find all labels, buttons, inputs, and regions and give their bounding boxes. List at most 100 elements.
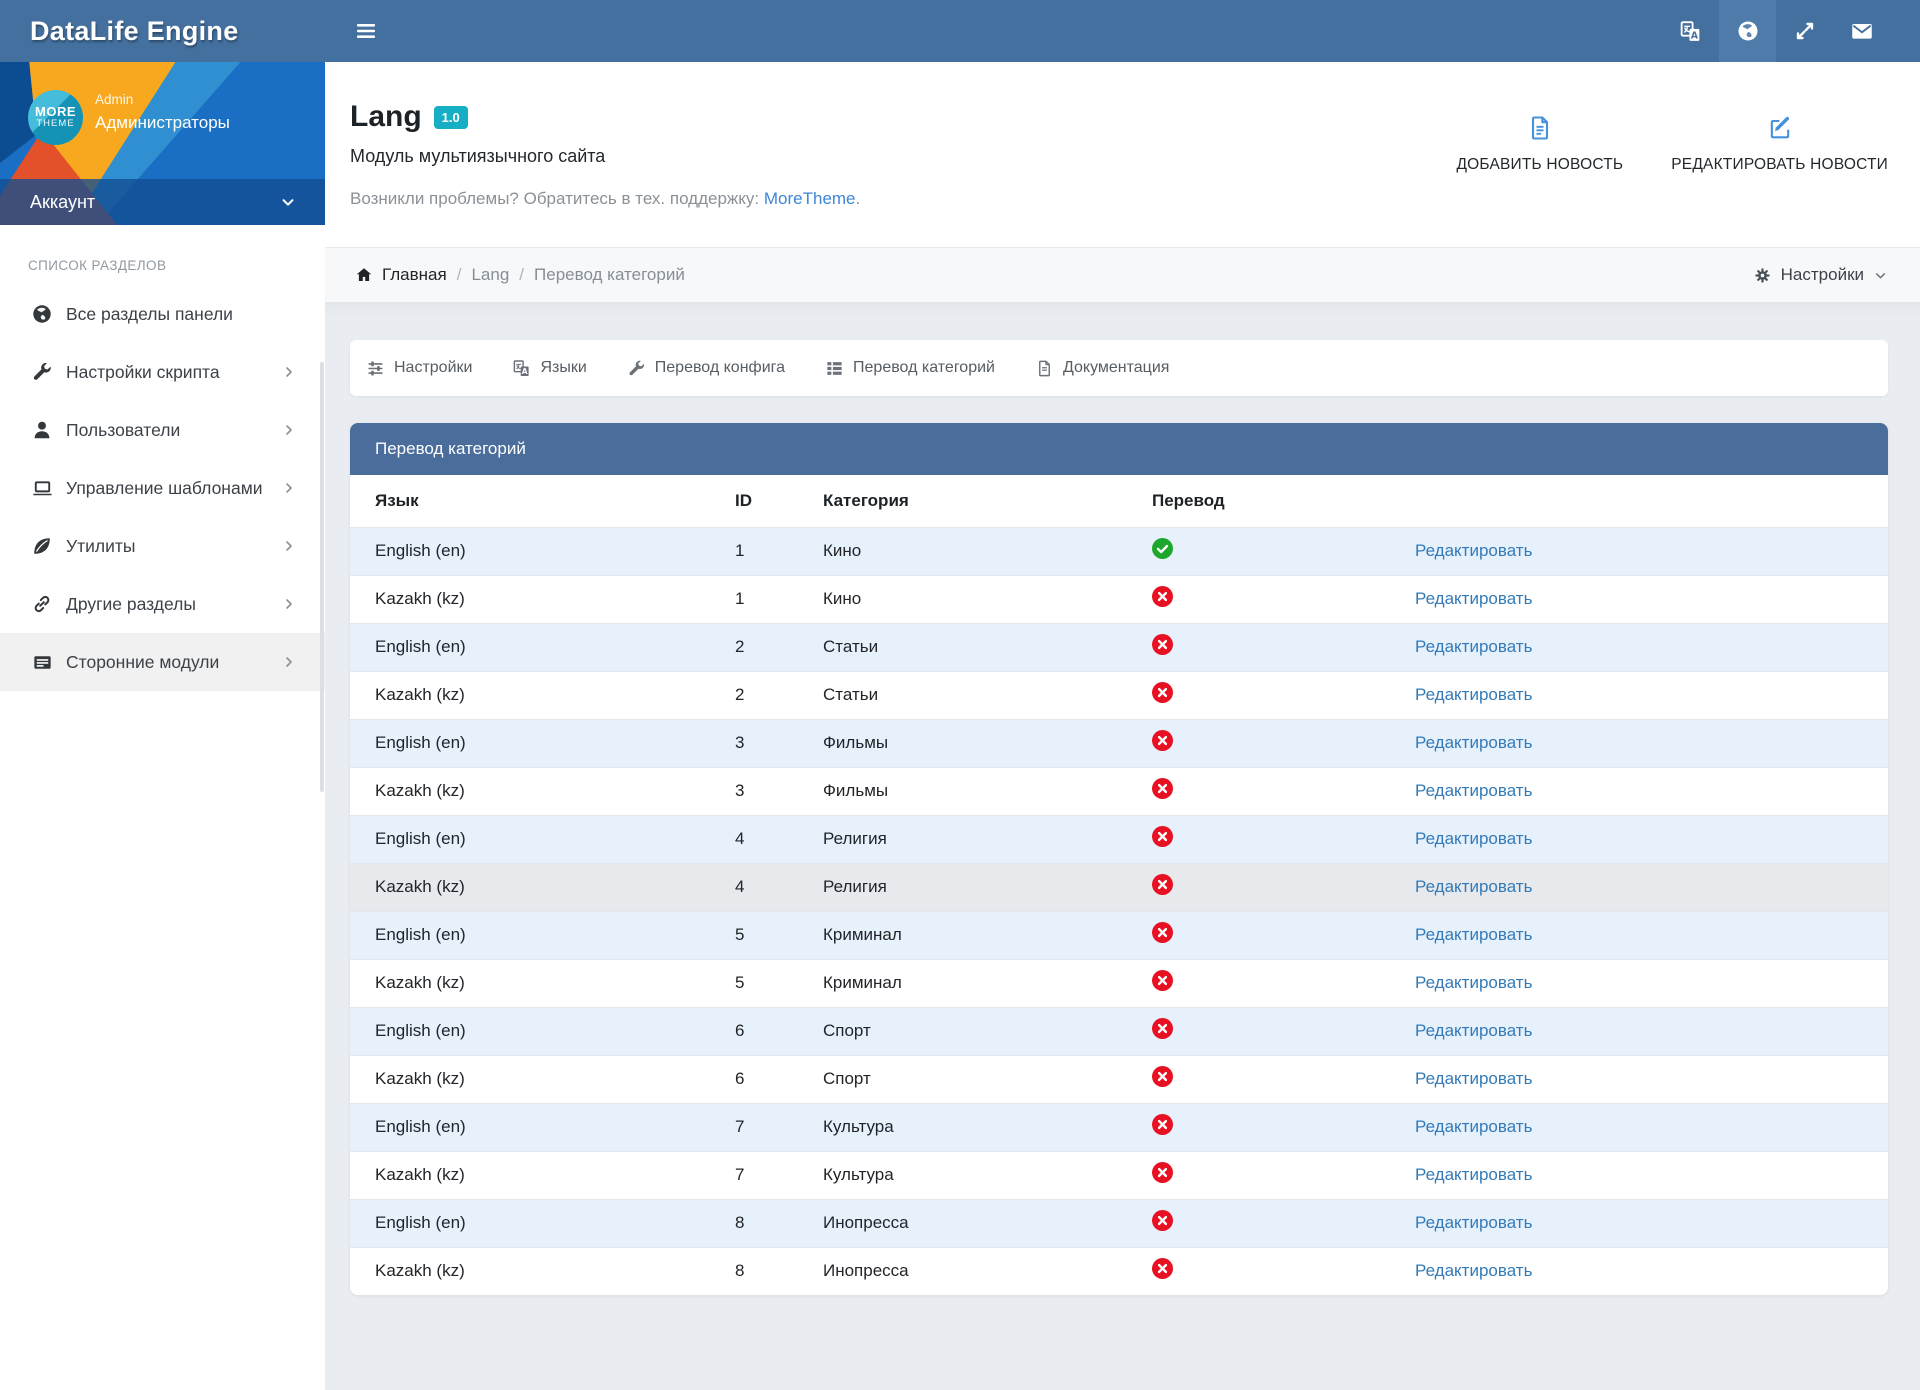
edit-link[interactable]: Редактировать: [1415, 637, 1532, 656]
doc-icon: [1035, 359, 1054, 378]
sidebar-item-all-sections[interactable]: Все разделы панели: [0, 285, 325, 343]
sidebar-item-third-party-modules[interactable]: Сторонние модули: [0, 633, 325, 691]
wrench-icon: [627, 359, 646, 378]
table-row: Kazakh (kz) 7 Культура Редактировать: [350, 1151, 1888, 1199]
language-cell: English (en): [350, 1007, 735, 1055]
actions-cell: Редактировать: [1415, 911, 1888, 959]
actions-cell: Редактировать: [1415, 1151, 1888, 1199]
status-cell: [1152, 767, 1415, 815]
edit-link[interactable]: Редактировать: [1415, 1213, 1532, 1232]
sidebar-item-utilities[interactable]: Утилиты: [0, 517, 325, 575]
fullscreen-icon[interactable]: [1776, 0, 1833, 62]
status-cell: [1152, 1007, 1415, 1055]
category-cell: Криминал: [823, 911, 1152, 959]
status-fail-icon: [1152, 922, 1173, 943]
edit-link[interactable]: Редактировать: [1415, 973, 1532, 992]
actions-cell: Редактировать: [1415, 1055, 1888, 1103]
sidebar-scrollbar[interactable]: [320, 362, 324, 792]
table-row: English (en) 8 Инопресса Редактировать: [350, 1199, 1888, 1247]
id-cell: 5: [735, 959, 823, 1007]
status-fail-icon: [1152, 1018, 1173, 1039]
status-fail-icon: [1152, 970, 1173, 991]
translations-table: Язык ID Категория Перевод English (en) 1…: [350, 475, 1888, 1295]
edit-link[interactable]: Редактировать: [1415, 541, 1532, 560]
tab-settings[interactable]: Настройки: [366, 359, 472, 378]
language-cell: English (en): [350, 911, 735, 959]
support-link[interactable]: MoreTheme: [764, 189, 856, 208]
table-row: Kazakh (kz) 4 Религия Редактировать: [350, 863, 1888, 911]
svg-text:A: A: [1691, 30, 1699, 41]
edit-link[interactable]: Редактировать: [1415, 925, 1532, 944]
edit-link[interactable]: Редактировать: [1415, 1021, 1532, 1040]
status-fail-icon: [1152, 1162, 1173, 1183]
column-language: Язык: [350, 475, 735, 527]
edit-link[interactable]: Редактировать: [1415, 1069, 1532, 1088]
id-cell: 1: [735, 527, 823, 575]
edit-link[interactable]: Редактировать: [1415, 1165, 1532, 1184]
table-row: English (en) 4 Религия Редактировать: [350, 815, 1888, 863]
sidebar-item-users[interactable]: Пользователи: [0, 401, 325, 459]
table-header-row: Язык ID Категория Перевод: [350, 475, 1888, 527]
chevron-right-icon: [281, 538, 297, 554]
tab-documentation[interactable]: Документация: [1035, 359, 1169, 378]
status-fail-icon: [1152, 730, 1173, 751]
sidebar-section-label: СПИСОК РАЗДЕЛОВ: [0, 225, 325, 285]
sidebar-item-templates[interactable]: Управление шаблонами: [0, 459, 325, 517]
account-dropdown[interactable]: Аккаунт: [0, 179, 325, 225]
id-cell: 3: [735, 719, 823, 767]
actions-cell: Редактировать: [1415, 815, 1888, 863]
status-cell: [1152, 1103, 1415, 1151]
category-cell: Фильмы: [823, 719, 1152, 767]
gear-icon: [1753, 266, 1772, 285]
edit-link[interactable]: Редактировать: [1415, 1261, 1532, 1280]
category-cell: Инопресса: [823, 1199, 1152, 1247]
list-icon: [825, 359, 844, 378]
edit-link[interactable]: Редактировать: [1415, 877, 1532, 896]
language-cell: English (en): [350, 719, 735, 767]
user-icon: [30, 419, 54, 441]
tab-category-translation[interactable]: Перевод категорий: [825, 359, 995, 378]
actions-cell: Редактировать: [1415, 623, 1888, 671]
status-cell: [1152, 1199, 1415, 1247]
menu-toggle-button[interactable]: [354, 19, 378, 43]
language-cell: Kazakh (kz): [350, 1247, 735, 1295]
sidebar-item-script-settings[interactable]: Настройки скрипта: [0, 343, 325, 401]
version-badge: 1.0: [434, 106, 468, 129]
table-row: English (en) 2 Статьи Редактировать: [350, 623, 1888, 671]
id-cell: 8: [735, 1247, 823, 1295]
edit-icon: [1766, 114, 1794, 142]
globe-icon[interactable]: [1719, 0, 1776, 62]
avatar[interactable]: MORE THEME: [28, 90, 83, 145]
tab-languages[interactable]: A Языки: [512, 359, 586, 378]
profile-card: MORE THEME Admin Администраторы Аккаунт: [0, 62, 325, 225]
edit-link[interactable]: Редактировать: [1415, 733, 1532, 752]
chevron-right-icon: [281, 364, 297, 380]
edit-link[interactable]: Редактировать: [1415, 829, 1532, 848]
sliders-icon: [366, 359, 385, 378]
actions-cell: Редактировать: [1415, 719, 1888, 767]
breadcrumb-item[interactable]: Lang: [471, 265, 509, 285]
add-news-button[interactable]: ДОБАВИТЬ НОВОСТЬ: [1456, 114, 1623, 174]
edit-link[interactable]: Редактировать: [1415, 685, 1532, 704]
table-row: English (en) 5 Криминал Редактировать: [350, 911, 1888, 959]
breadcrumb-item-current: Перевод категорий: [534, 265, 685, 285]
status-fail-icon: [1152, 634, 1173, 655]
edit-link[interactable]: Редактировать: [1415, 781, 1532, 800]
edit-news-button[interactable]: РЕДАКТИРОВАТЬ НОВОСТИ: [1671, 114, 1888, 174]
column-id: ID: [735, 475, 823, 527]
breadcrumb-home-link[interactable]: Главная: [355, 265, 447, 285]
category-cell: Фильмы: [823, 767, 1152, 815]
settings-dropdown[interactable]: Настройки: [1753, 265, 1888, 285]
status-fail-icon: [1152, 778, 1173, 799]
edit-link[interactable]: Редактировать: [1415, 1117, 1532, 1136]
mail-icon[interactable]: [1833, 0, 1890, 62]
category-cell: Культура: [823, 1151, 1152, 1199]
sidebar-item-other-sections[interactable]: Другие разделы: [0, 575, 325, 633]
actions-cell: Редактировать: [1415, 959, 1888, 1007]
status-cell: [1152, 1151, 1415, 1199]
translate-icon[interactable]: A: [1662, 0, 1719, 62]
id-cell: 6: [735, 1055, 823, 1103]
column-translation: Перевод: [1152, 475, 1415, 527]
edit-link[interactable]: Редактировать: [1415, 589, 1532, 608]
tab-config-translation[interactable]: Перевод конфига: [627, 359, 785, 378]
